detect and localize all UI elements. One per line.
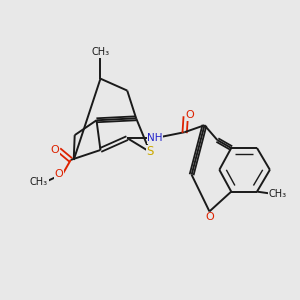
Text: NH: NH [147, 133, 163, 143]
Text: CH₃: CH₃ [92, 47, 110, 57]
Text: CH₃: CH₃ [269, 189, 287, 199]
Text: O: O [185, 110, 194, 120]
Text: O: O [50, 145, 59, 155]
Text: CH₃: CH₃ [30, 177, 48, 187]
Text: O: O [205, 212, 214, 222]
Text: O: O [55, 169, 63, 179]
Text: S: S [146, 146, 154, 158]
